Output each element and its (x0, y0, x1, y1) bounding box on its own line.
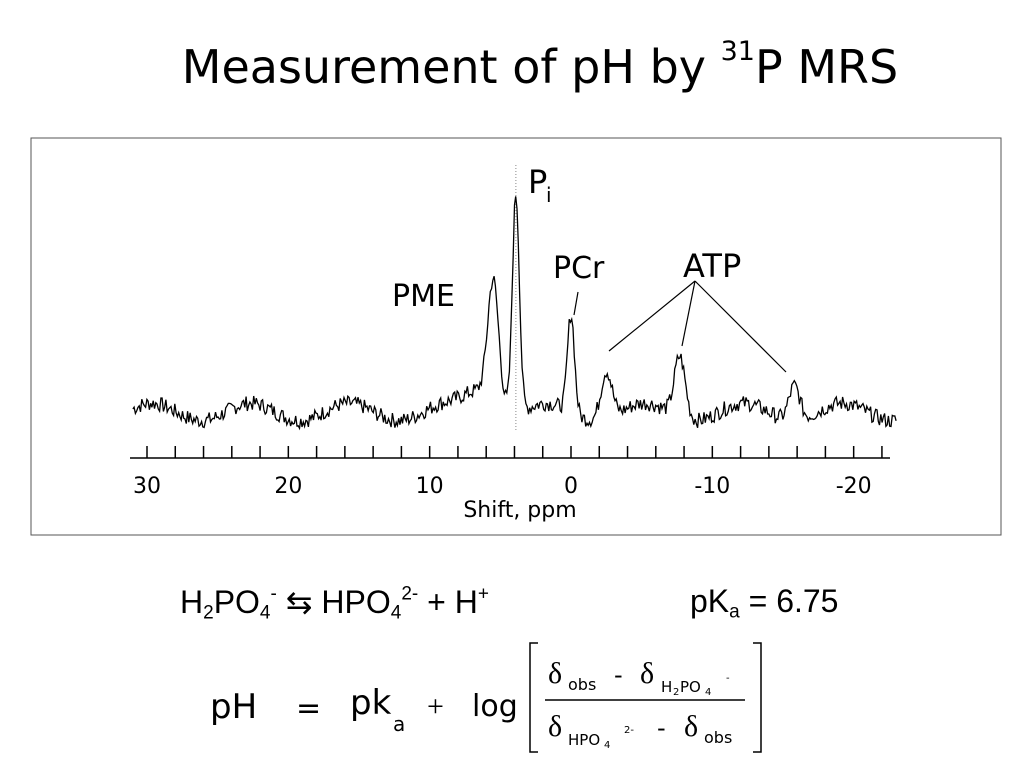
svg-text:-: - (657, 714, 666, 742)
atp-pointer-2 (681, 280, 696, 347)
right-bracket (753, 642, 762, 753)
x-tick-label: 30 (133, 474, 161, 499)
svg-text:PO: PO (680, 678, 701, 696)
svg-text:-: - (614, 661, 623, 689)
spectrum-line (132, 196, 897, 431)
svg-text:2: 2 (673, 687, 679, 698)
svg-text:H: H (661, 678, 672, 696)
svg-text:4: 4 (604, 740, 610, 751)
svg-text:4: 4 (705, 687, 711, 698)
svg-text:+: + (427, 690, 444, 723)
svg-text:2-: 2- (624, 725, 634, 736)
svg-text:a: a (393, 712, 405, 736)
svg-text:pH: pH (210, 687, 257, 727)
svg-text:pk: pk (350, 683, 392, 723)
pcr-pointer (573, 291, 579, 316)
atp-pointer-3 (694, 280, 787, 373)
x-axis-label: Shift, ppm (463, 498, 576, 523)
x-tick-label: 20 (274, 474, 302, 499)
slide-title: Measurement of pH by 31P MRS (181, 36, 899, 94)
svg-text:=: = (296, 691, 321, 726)
svg-text:obs: obs (568, 675, 596, 694)
pka-value: pKa = 6.75 (690, 583, 839, 623)
left-bracket (529, 642, 538, 753)
svg-text:-: - (726, 673, 730, 684)
label-pi: P (528, 163, 547, 201)
svg-text:HPO: HPO (568, 731, 600, 749)
x-ticks (146, 446, 883, 458)
atp-pointer-1 (608, 280, 696, 352)
label-atp: ATP (683, 247, 741, 285)
label-pcr: PCr (553, 251, 605, 286)
x-tick-label: 10 (416, 474, 444, 499)
svg-text:log: log (472, 689, 518, 724)
svg-text:obs: obs (704, 728, 732, 747)
dissociation-equation: H2PO4- ⇆ HPO42- + H+ (180, 583, 489, 624)
peak-labels: 30 20 10 0 -10 -20 (133, 474, 872, 499)
svg-text:δ: δ (640, 657, 654, 690)
x-tick-label: -20 (836, 474, 872, 499)
x-tick-label: 0 (564, 474, 578, 499)
x-tick-label: -10 (694, 474, 730, 499)
svg-text:δ: δ (684, 710, 698, 743)
svg-text:δ: δ (548, 710, 562, 743)
label-pme: PME (392, 279, 455, 314)
svg-text:δ: δ (548, 657, 562, 690)
label-pi-subscript: i (546, 183, 552, 207)
equilibrium-arrow: ⇆ (285, 584, 313, 620)
